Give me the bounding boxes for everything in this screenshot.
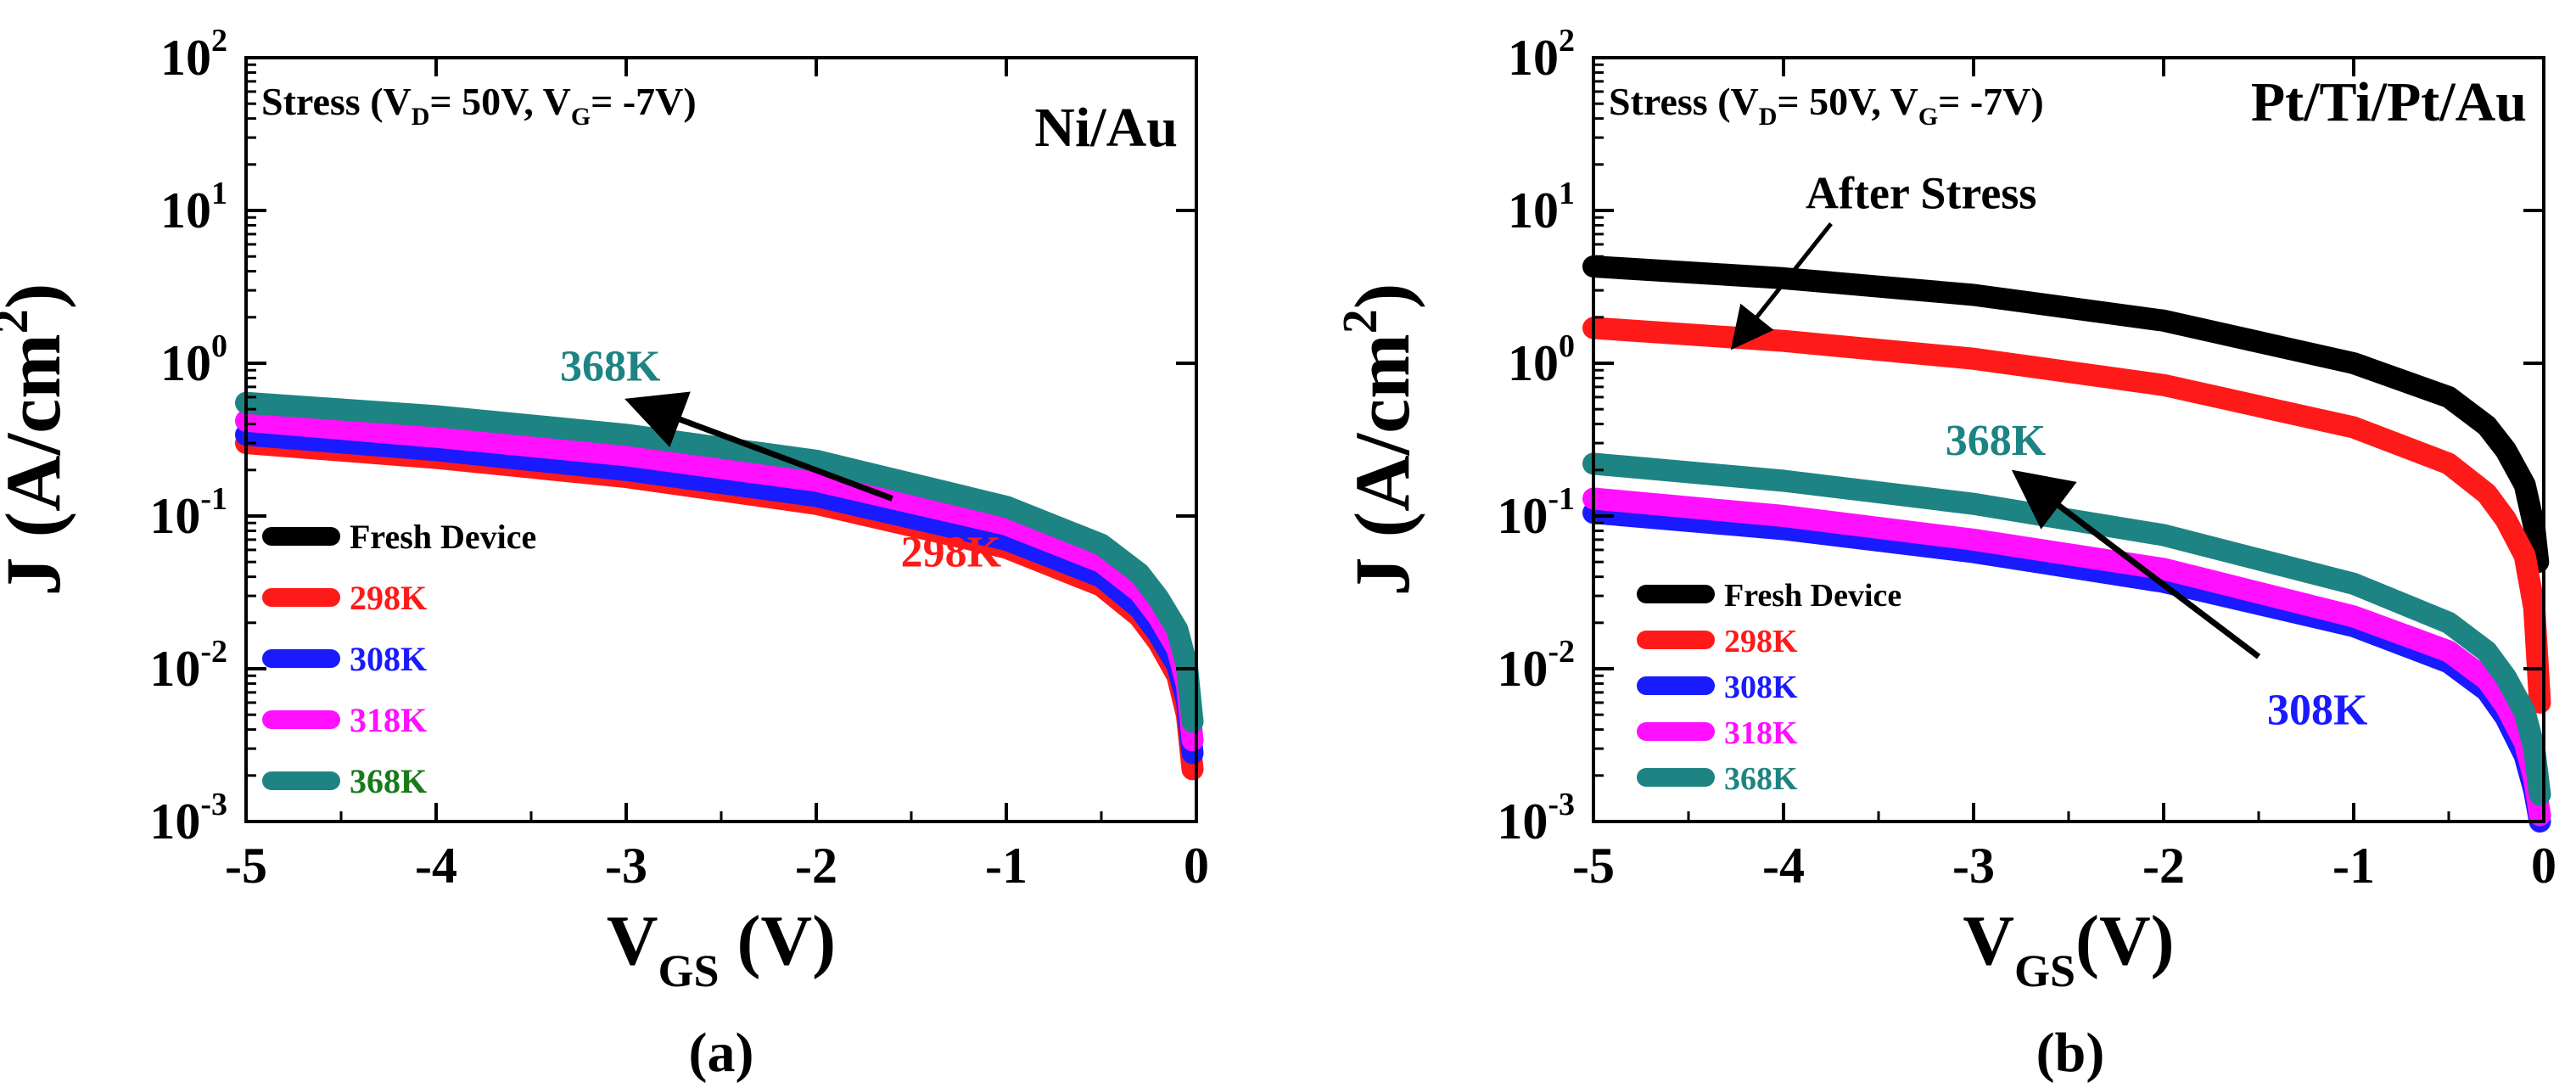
series-line-298k bbox=[1582, 317, 2551, 714]
x-tick-label: -1 bbox=[985, 838, 1028, 894]
x-tick-label: -3 bbox=[605, 838, 647, 894]
y-tick-label: 102 bbox=[160, 23, 227, 86]
legend-label: 298K bbox=[1724, 624, 1798, 659]
panel-caption: (a) bbox=[689, 1022, 754, 1084]
y-axis-label: J (A/cm2) bbox=[1332, 283, 1425, 597]
x-tick-label: 0 bbox=[2531, 838, 2556, 894]
y-tick-label: 102 bbox=[1508, 23, 1575, 86]
chart-panel-a: -5 -4 -3 -2 -1 0 10-3 10-2 10-1 100 101 102 VGS (V) J… bbox=[0, 23, 1209, 1084]
legend-label: 308K bbox=[1724, 670, 1798, 705]
x-tick-label: -4 bbox=[1762, 838, 1805, 894]
legend-label: Fresh Device bbox=[1724, 578, 1901, 614]
arrow-end-label: 368K bbox=[1946, 417, 2047, 465]
y-tick-label: 10-3 bbox=[149, 787, 227, 850]
legend-label: 318K bbox=[1724, 715, 1798, 751]
y-tick-label: 10-1 bbox=[149, 481, 227, 544]
y-tick-label: 100 bbox=[1508, 328, 1575, 391]
x-tick-label: -4 bbox=[415, 838, 457, 894]
legend-label: 368K bbox=[1724, 761, 1798, 797]
legend-label: 308K bbox=[350, 640, 427, 678]
chart-title: Ni/Au bbox=[1034, 97, 1178, 159]
series-line-368k bbox=[235, 391, 1204, 733]
stress-annotation: Stress (VD= 50V, VG= -7V) bbox=[1609, 80, 2044, 131]
after-stress-arrow bbox=[1730, 222, 1833, 351]
arrow-start-label: 298K bbox=[901, 528, 1002, 576]
y-tick-label: 100 bbox=[160, 328, 227, 391]
x-tick-label: -3 bbox=[1952, 838, 1995, 894]
x-axis-label: VGS (V) bbox=[607, 901, 836, 996]
chart-title: Pt/Ti/Pt/Au bbox=[2251, 71, 2527, 133]
x-axis-label: VGS(V) bbox=[1963, 901, 2174, 996]
x-tick-label: -5 bbox=[225, 838, 267, 894]
arrow-start-label: 308K bbox=[2267, 687, 2368, 735]
y-tick-label: 101 bbox=[160, 176, 227, 238]
temperature-arrow bbox=[2011, 469, 2261, 659]
series-line-fresh-device bbox=[1582, 255, 2550, 574]
y-tick-label: 101 bbox=[1508, 176, 1575, 238]
chart-panel-b: -5 -4 -3 -2 -1 0 10-3 10-2 10-1 100 101 102 VGS(V) J … bbox=[1332, 23, 2556, 1084]
series-line-368k bbox=[1582, 452, 2551, 806]
x-tick-label: -5 bbox=[1572, 838, 1615, 894]
legend-label: 318K bbox=[350, 701, 427, 739]
y-tick-label: 10-2 bbox=[149, 634, 227, 697]
y-tick-label: 10-1 bbox=[1497, 481, 1575, 544]
panel-caption: (b) bbox=[2036, 1022, 2105, 1084]
y-tick-label: 10-2 bbox=[1497, 634, 1575, 697]
y-tick-label: 10-3 bbox=[1497, 787, 1575, 850]
after-stress-label: After Stress bbox=[1806, 168, 2036, 219]
x-tick-label: -2 bbox=[795, 838, 837, 894]
x-tick-label: 0 bbox=[1184, 838, 1209, 894]
y-axis-label: J (A/cm2) bbox=[0, 283, 76, 597]
stress-annotation: Stress (VD= 50V, VG= -7V) bbox=[261, 80, 697, 131]
arrow-end-label: 368K bbox=[560, 343, 661, 391]
legend-label: Fresh Device bbox=[350, 518, 536, 556]
x-tick-label: -2 bbox=[2142, 838, 2185, 894]
legend-label: 368K bbox=[350, 762, 427, 800]
legend-label: 298K bbox=[350, 579, 427, 617]
temperature-arrow bbox=[624, 391, 893, 502]
x-tick-label: -1 bbox=[2332, 838, 2375, 894]
